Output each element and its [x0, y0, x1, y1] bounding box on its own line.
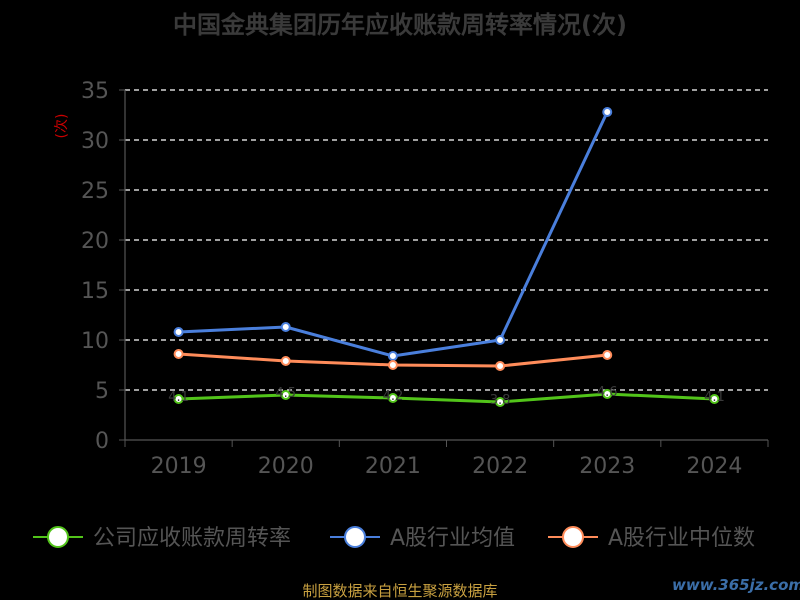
data-label: 4.1	[168, 390, 189, 405]
y-tick-label: 35	[81, 79, 109, 104]
data-point	[173, 349, 184, 359]
data-point	[602, 107, 613, 117]
data-point	[602, 389, 613, 399]
data-labels: 4.1 4.5 4.2 3.8 4.6 4.1	[168, 385, 725, 408]
y-tick-label: 0	[95, 429, 109, 454]
y-tick-label: 25	[81, 179, 109, 204]
data-point	[280, 322, 291, 332]
watermark: www.365jz.com	[672, 576, 800, 594]
series-line	[178, 392, 715, 404]
series-2	[173, 349, 613, 371]
data-point	[602, 350, 613, 360]
y-tick-label: 15	[81, 279, 109, 304]
data-point	[709, 394, 720, 404]
axes	[124, 90, 769, 447]
x-tick-label: 2023	[579, 454, 635, 479]
y-tick-label: 5	[95, 379, 109, 404]
y-axis-label: (次)	[54, 114, 70, 139]
y-tick-labels: 0 5 10 15 20 25 30 35	[81, 79, 109, 454]
legend-marker	[562, 526, 584, 548]
y-tick-label: 20	[81, 229, 109, 254]
data-point	[495, 335, 506, 345]
legend-label: 公司应收账款周转率	[93, 526, 291, 551]
x-tick-labels: 2019 2020 2021 2022 2023 2024	[151, 454, 743, 479]
legend-marker	[344, 526, 366, 548]
data-point	[280, 390, 291, 400]
data-label: 4.2	[383, 389, 404, 404]
data-label: 3.8	[490, 393, 511, 408]
y-tick-label: 30	[81, 129, 109, 154]
x-tick-label: 2020	[258, 454, 314, 479]
x-tick-label: 2024	[686, 454, 742, 479]
series-lines	[173, 107, 720, 407]
y-tick-label: 10	[81, 329, 109, 354]
data-point	[387, 351, 398, 361]
data-label: 4.1	[704, 390, 725, 405]
legend-item-0[interactable]: 公司应收账款周转率	[33, 526, 291, 551]
legend-label: A股行业中位数	[608, 526, 755, 551]
data-point	[387, 393, 398, 403]
x-tick-label: 2022	[472, 454, 528, 479]
x-tick-label: 2019	[151, 454, 207, 479]
data-point	[495, 397, 506, 407]
data-point	[387, 360, 398, 370]
data-point	[495, 361, 506, 371]
legend-label: A股行业均值	[390, 526, 515, 551]
data-label: 4.5	[275, 386, 296, 401]
legend-marker	[47, 526, 69, 548]
source-note: 制图数据来自恒生聚源数据库	[302, 582, 497, 600]
series-line	[178, 111, 609, 358]
series-0	[173, 389, 720, 407]
legend[interactable]: 公司应收账款周转率 A股行业均值 A股行业中位数	[33, 526, 755, 551]
legend-item-1[interactable]: A股行业均值	[330, 526, 515, 551]
data-point	[280, 356, 291, 366]
legend-item-2[interactable]: A股行业中位数	[548, 526, 755, 551]
data-point	[173, 327, 184, 337]
x-tick-label: 2021	[365, 454, 421, 479]
data-point	[173, 394, 184, 404]
data-label: 4.6	[597, 385, 618, 400]
series-1	[173, 107, 613, 361]
grid-lines	[119, 89, 768, 441]
chart-title: 中国金典集团历年应收账款周转率情况(次)	[173, 11, 627, 39]
